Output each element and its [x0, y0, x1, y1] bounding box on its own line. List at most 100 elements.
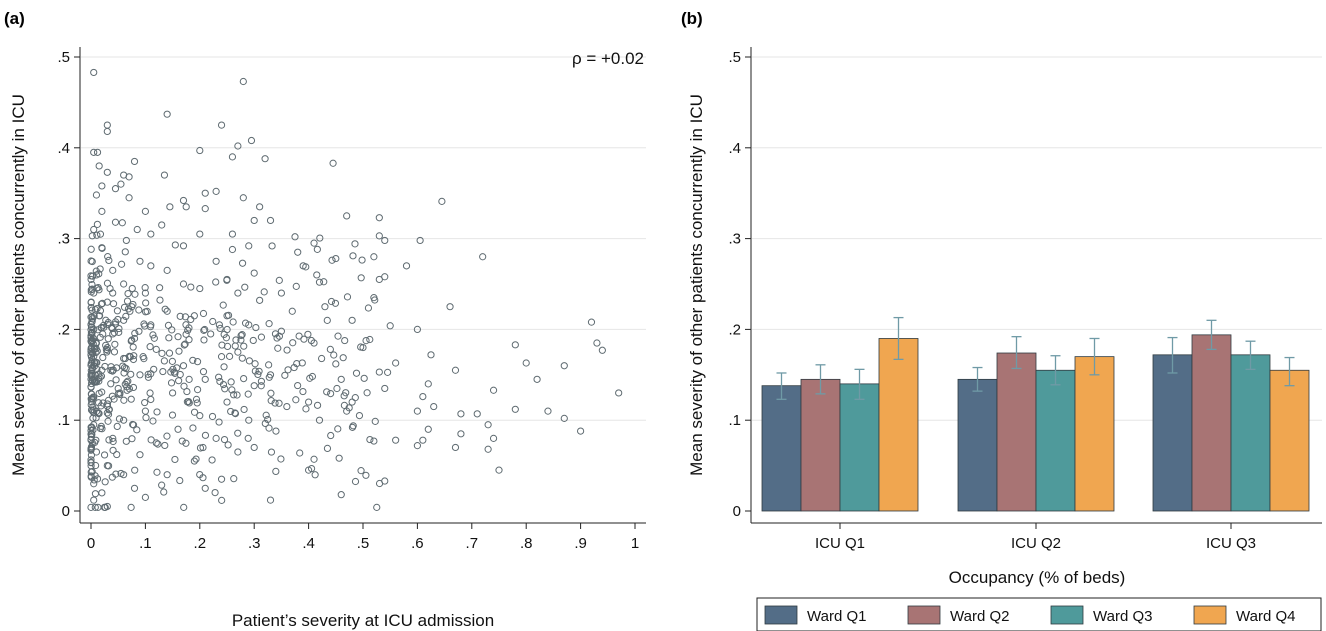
panel-b-y-ticks: 0 .1 .2 .3 .4 .5	[728, 49, 751, 520]
scatter-point	[313, 401, 322, 409]
scatter-point	[357, 274, 365, 282]
scatter-point	[179, 196, 188, 205]
scatter-point	[201, 431, 210, 439]
scatter-point	[125, 173, 133, 181]
scatter-point	[345, 404, 353, 412]
scatter-point	[131, 290, 139, 298]
scatter-point	[87, 257, 95, 265]
scatter-point	[201, 325, 209, 334]
scatter-point	[103, 127, 111, 136]
scatter-point	[149, 331, 157, 339]
scatter-point	[156, 296, 164, 304]
scatter-point	[103, 348, 111, 356]
bar	[800, 378, 841, 512]
scatter-point	[98, 299, 106, 307]
scatter-point	[544, 407, 552, 415]
scatter-point	[112, 470, 120, 478]
scatter-point	[375, 214, 383, 222]
scatter-point	[160, 488, 168, 496]
x-tick-label: .4	[302, 535, 315, 552]
scatter-point	[185, 399, 193, 407]
scatter-point	[91, 503, 99, 511]
scatter-point	[215, 418, 223, 426]
scatter-point	[122, 437, 130, 445]
scatter-point	[348, 423, 357, 431]
scatter-point	[332, 360, 340, 368]
scatter-point	[219, 301, 227, 309]
x-tick-label: .3	[248, 535, 261, 552]
scatter-point	[142, 299, 150, 307]
scatter-point	[94, 326, 102, 334]
scatter-point	[267, 389, 275, 397]
scatter-point	[96, 265, 104, 273]
scatter-point	[103, 168, 111, 176]
scatter-point	[308, 372, 317, 381]
scatter-point	[90, 362, 99, 370]
scatter-point	[237, 336, 245, 344]
scatter-point	[114, 389, 122, 398]
scatter-point	[250, 269, 258, 277]
scatter-point	[228, 386, 236, 394]
scatter-point	[175, 377, 183, 385]
scatter-point	[158, 481, 166, 489]
scatter-point	[251, 367, 259, 375]
y-tick-label: .4	[57, 140, 70, 157]
scatter-point	[90, 408, 98, 417]
scatter-point	[171, 455, 179, 464]
scatter-point	[180, 341, 188, 349]
y-tick-label: .4	[728, 140, 741, 157]
scatter-point	[294, 248, 302, 256]
scatter-point	[153, 468, 161, 476]
panel-a-y-ticks: 0 .1 .2 .3 .4 .5	[57, 49, 80, 520]
scatter-point	[334, 332, 342, 340]
scatter-point	[102, 341, 110, 349]
scatter-point	[228, 153, 237, 161]
scatter-point	[217, 121, 226, 129]
scatter-point	[275, 332, 284, 340]
scatter-point	[196, 412, 204, 420]
scatter-point	[351, 240, 359, 248]
scatter-point	[277, 289, 285, 297]
scatter-point	[193, 358, 202, 366]
scatter-point	[149, 417, 157, 425]
scatter-point	[109, 300, 118, 308]
scatter-point	[386, 322, 394, 330]
scatter-point	[160, 357, 168, 365]
y-tick-label: .3	[728, 231, 741, 248]
scatter-point	[179, 280, 188, 288]
scatter-point	[250, 382, 258, 390]
scatter-point	[221, 385, 229, 393]
scatter-point	[283, 346, 291, 354]
scatter-point	[228, 245, 237, 254]
bar	[878, 338, 919, 512]
scatter-point	[104, 417, 112, 425]
scatter-point	[318, 354, 326, 363]
scatter-point	[343, 212, 351, 220]
scatter-point	[363, 389, 371, 397]
scatter-point	[381, 273, 389, 281]
scatter-point	[220, 435, 229, 444]
scatter-point	[375, 479, 384, 488]
scatter-point	[111, 320, 120, 328]
scatter-point	[451, 366, 460, 374]
scatter-point	[109, 266, 117, 274]
scatter-point	[201, 375, 209, 383]
scatter-point	[237, 331, 245, 340]
x-tick-label: .8	[520, 535, 533, 552]
scatter-point	[201, 189, 209, 197]
scatter-point	[223, 342, 232, 350]
scatter-point	[129, 383, 138, 392]
scatter-point	[163, 266, 171, 274]
bar	[1152, 354, 1193, 512]
scatter-point	[349, 252, 357, 260]
scatter-point	[366, 335, 374, 344]
scatter-point	[94, 409, 102, 417]
panel-b-category-labels: ICU Q1 ICU Q2 ICU Q3	[815, 523, 1256, 552]
scatter-point	[215, 321, 223, 329]
scatter-point	[144, 373, 152, 381]
scatter-point	[196, 230, 204, 238]
scatter-point	[231, 409, 239, 417]
scatter-point	[140, 355, 148, 363]
scatter-point	[146, 343, 154, 351]
scatter-point	[215, 373, 223, 381]
